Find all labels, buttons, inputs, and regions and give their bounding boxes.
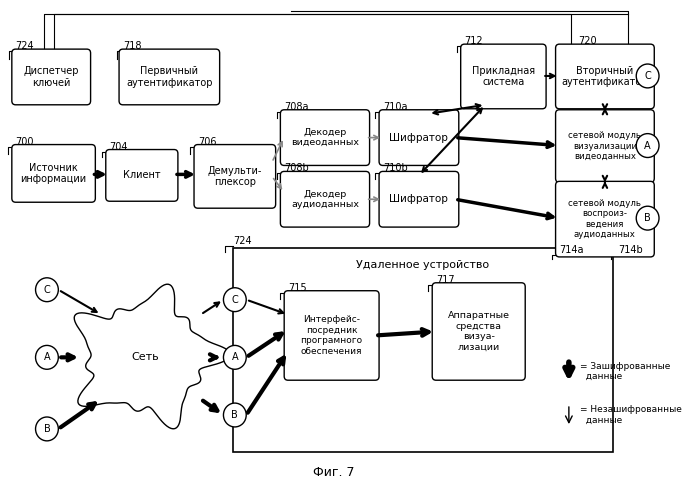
Circle shape: [224, 288, 246, 312]
Bar: [233, 248, 612, 452]
Text: 715: 715: [288, 283, 307, 293]
Text: Фиг. 7: Фиг. 7: [312, 466, 354, 479]
Text: 708a: 708a: [284, 102, 309, 112]
Text: Первичный
аутентификатор: Первичный аутентификатор: [126, 66, 212, 88]
Text: Клиент: Клиент: [123, 171, 161, 180]
Text: 706: 706: [198, 137, 216, 147]
Text: B: B: [43, 424, 50, 434]
Text: 710b: 710b: [383, 163, 408, 174]
FancyBboxPatch shape: [106, 150, 178, 201]
Text: Демульти-
плексор: Демульти- плексор: [208, 166, 262, 187]
Text: Удаленное устройство: Удаленное устройство: [356, 260, 489, 270]
Text: сетевой модуль
воспроиз-
ведения
аудиоданных: сетевой модуль воспроиз- ведения аудиода…: [568, 199, 642, 239]
Text: 714a: 714a: [559, 245, 584, 255]
FancyBboxPatch shape: [12, 49, 91, 105]
Text: Вторичный
аутентификатор: Вторичный аутентификатор: [562, 66, 648, 87]
Text: 720: 720: [578, 36, 597, 46]
FancyBboxPatch shape: [194, 144, 275, 208]
Text: B: B: [644, 213, 651, 223]
FancyBboxPatch shape: [379, 110, 459, 165]
Circle shape: [224, 403, 246, 427]
Text: Аппаратные
средства
визуа-
лизации: Аппаратные средства визуа- лизации: [448, 312, 510, 351]
FancyBboxPatch shape: [461, 44, 546, 109]
Text: A: A: [644, 140, 651, 151]
Text: Шифратор: Шифратор: [389, 194, 448, 204]
Text: 724: 724: [15, 41, 34, 51]
Text: Источник
информации: Источник информации: [20, 163, 87, 184]
Text: 712: 712: [464, 36, 483, 46]
FancyBboxPatch shape: [432, 283, 525, 380]
Text: 718: 718: [123, 41, 141, 51]
FancyBboxPatch shape: [119, 49, 219, 105]
Circle shape: [636, 64, 659, 88]
Text: A: A: [231, 352, 238, 363]
Text: A: A: [43, 352, 50, 363]
Circle shape: [36, 278, 58, 302]
Text: B: B: [231, 410, 238, 420]
FancyBboxPatch shape: [280, 110, 370, 165]
Text: Декодер
видеоданных: Декодер видеоданных: [291, 128, 359, 147]
Text: C: C: [644, 71, 651, 81]
Text: Диспетчер
ключей: Диспетчер ключей: [24, 66, 79, 88]
Text: = Зашифрованные
  данные: = Зашифрованные данные: [580, 362, 670, 381]
Text: 710a: 710a: [383, 102, 408, 112]
Circle shape: [36, 346, 58, 369]
Circle shape: [636, 206, 659, 230]
FancyBboxPatch shape: [280, 172, 370, 227]
FancyBboxPatch shape: [12, 144, 95, 202]
Text: Прикладная
система: Прикладная система: [472, 66, 535, 87]
FancyBboxPatch shape: [379, 172, 459, 227]
Text: 724: 724: [233, 236, 252, 246]
Text: C: C: [231, 295, 238, 305]
FancyBboxPatch shape: [284, 291, 379, 380]
Circle shape: [224, 346, 246, 369]
Circle shape: [36, 417, 58, 441]
Text: Интерфейс-
посредник
програмного
обеспечения: Интерфейс- посредник програмного обеспеч…: [301, 315, 363, 356]
Text: 714b: 714b: [618, 245, 643, 255]
Circle shape: [636, 134, 659, 157]
Text: 717: 717: [436, 275, 454, 285]
Text: Декодер
аудиоданных: Декодер аудиоданных: [291, 190, 359, 209]
FancyBboxPatch shape: [556, 44, 654, 109]
FancyBboxPatch shape: [556, 110, 654, 182]
FancyBboxPatch shape: [556, 181, 654, 257]
Text: 704: 704: [110, 141, 128, 152]
Text: 700: 700: [15, 137, 34, 147]
Text: = Незашифрованные
  данные: = Незашифрованные данные: [580, 405, 682, 425]
Text: Шифратор: Шифратор: [389, 133, 448, 142]
Polygon shape: [74, 284, 231, 429]
Text: Сеть: Сеть: [132, 352, 159, 363]
Text: сетевой модуль
визуализации
видеоданных: сетевой модуль визуализации видеоданных: [568, 131, 642, 161]
Text: C: C: [43, 285, 50, 295]
Text: 708b: 708b: [284, 163, 309, 174]
